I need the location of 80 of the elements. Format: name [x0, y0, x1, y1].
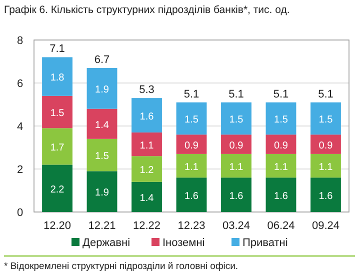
data-label: 1.4 — [140, 192, 154, 204]
bar — [266, 134, 296, 154]
bar — [310, 102, 341, 135]
data-label: 1.5 — [95, 151, 110, 162]
bar — [132, 182, 162, 212]
bar — [221, 178, 252, 212]
total-label: 5.1 — [318, 88, 334, 100]
legend-label: Державні — [82, 237, 130, 249]
text: * Відокремлені структурні підрозділи й головні офіси. — [4, 261, 238, 272]
data-label: 1.6 — [184, 190, 199, 202]
bar — [42, 57, 72, 96]
data-label: 1.6 — [318, 190, 334, 202]
bar — [266, 102, 296, 135]
data-label: 1.2 — [140, 165, 154, 176]
y-tick-label: 6 — [16, 78, 24, 90]
data-label: 0.9 — [184, 140, 199, 152]
data-label: 1.1 — [140, 140, 154, 152]
bar — [42, 128, 72, 165]
data-label: 0.9 — [318, 140, 334, 152]
data-label: 1.9 — [95, 188, 110, 199]
bar — [132, 156, 162, 182]
bar — [42, 164, 72, 212]
bar — [266, 178, 296, 212]
data-label: 1.7 — [50, 142, 65, 154]
total-label: 5.3 — [139, 84, 154, 96]
x-tick-label: 09.24 — [312, 220, 340, 232]
x-tick-label: 12.21 — [88, 220, 116, 232]
bar — [86, 108, 118, 139]
data-label: 1.1 — [184, 162, 199, 173]
data-label: 1.5 — [184, 114, 199, 126]
bar — [86, 171, 118, 212]
data-label: 1.6 — [274, 190, 288, 202]
y-tick-label: 2 — [16, 164, 24, 176]
x-tick-label: 12.23 — [178, 220, 206, 232]
y-tick-label: 4 — [16, 121, 24, 133]
data-label: 1.9 — [95, 84, 110, 96]
total-label: 6.7 — [94, 54, 110, 66]
data-label: 1.1 — [274, 162, 288, 173]
bar — [310, 134, 341, 154]
data-label: 1.5 — [229, 114, 244, 126]
bar — [132, 98, 162, 132]
bar — [132, 132, 162, 156]
bar — [221, 154, 252, 178]
total-label: 5.1 — [228, 88, 244, 100]
data-label: 0.9 — [229, 140, 244, 152]
total-label: 7.1 — [50, 43, 65, 56]
bar — [221, 102, 252, 135]
data-label: 1.8 — [50, 72, 65, 84]
chart-title: Графік 6. Кількість структурних підрозділів банків*, тис. од. — [4, 4, 290, 16]
x-tick-label: 03.24 — [222, 220, 250, 232]
total-label: 5.1 — [273, 88, 289, 100]
bar — [221, 134, 252, 154]
x-tick-label: 12.20 — [44, 220, 72, 232]
bar — [176, 154, 207, 178]
bar — [42, 96, 72, 128]
total-label: 5.1 — [184, 88, 200, 100]
data-label: 0.9 — [274, 140, 288, 152]
x-tick-label: 06.24 — [267, 220, 295, 232]
y-tick-label: 0 — [16, 207, 24, 219]
data-label: 2.2 — [50, 184, 65, 196]
bar — [176, 134, 207, 154]
y-tick-label: 8 — [16, 35, 24, 47]
legend-label: Приватні — [242, 237, 288, 249]
bar — [86, 68, 118, 109]
data-label: 1.5 — [274, 114, 288, 126]
bar — [86, 138, 118, 172]
legend-label: Іноземні — [162, 237, 205, 249]
data-label: 1.5 — [50, 108, 65, 120]
data-label: 1.4 — [95, 120, 110, 131]
data-label: 1.1 — [229, 162, 244, 173]
data-label: 1.6 — [229, 190, 244, 202]
bar — [176, 178, 207, 212]
data-label: 1.5 — [318, 114, 334, 126]
bar — [176, 102, 207, 135]
bar — [310, 178, 341, 212]
data-label: 1.1 — [318, 162, 334, 173]
bar — [310, 154, 341, 178]
data-label: 1.6 — [140, 111, 154, 122]
bar — [266, 154, 296, 178]
x-tick-label: 12.22 — [132, 220, 161, 232]
